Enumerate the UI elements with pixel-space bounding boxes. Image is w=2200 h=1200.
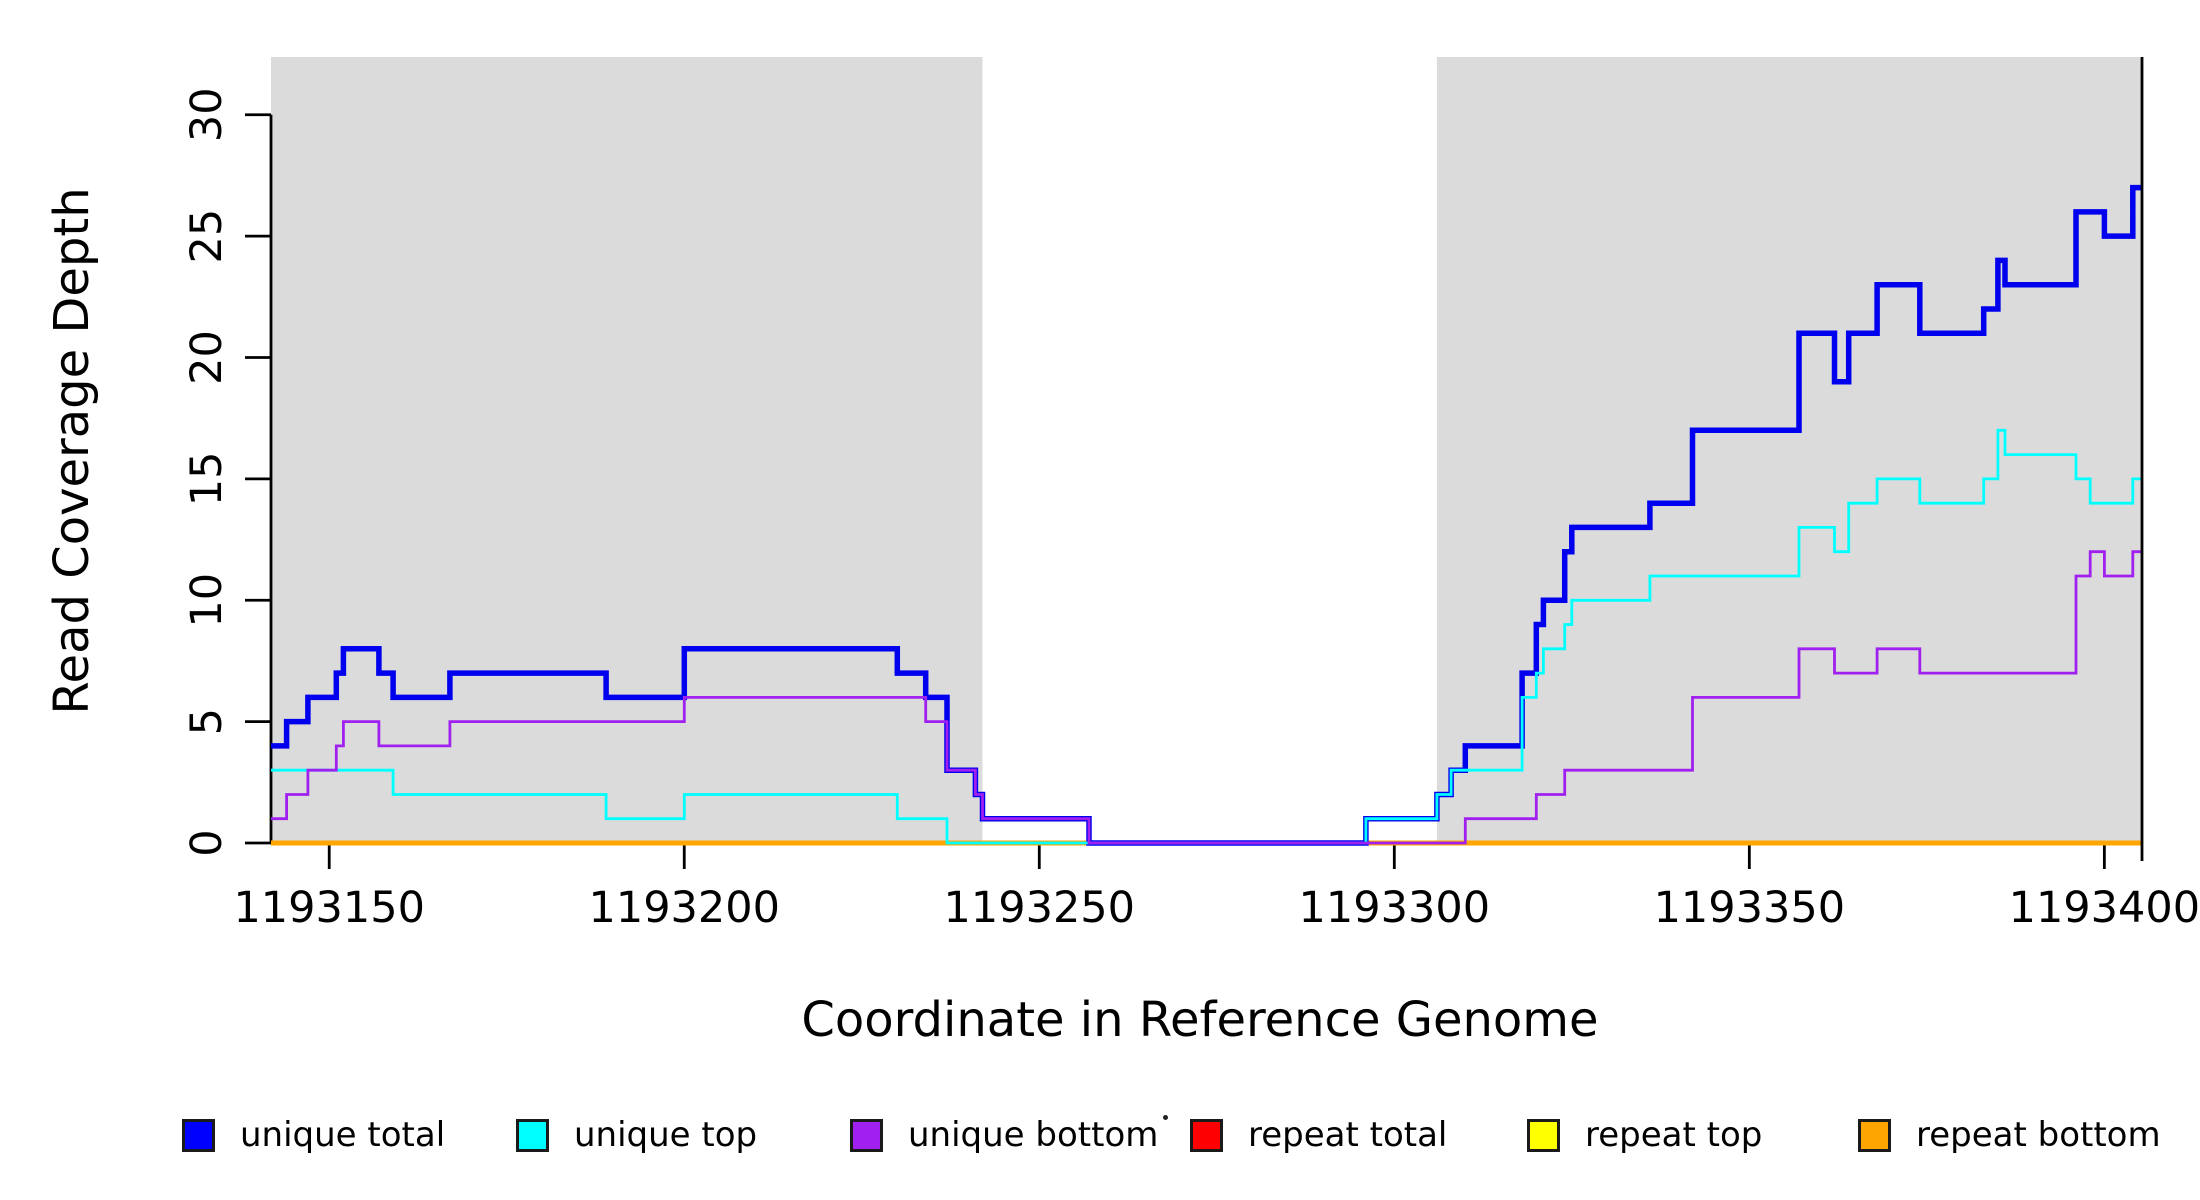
legend-swatch-repeat-top	[1527, 1118, 1560, 1152]
legend-label: unique bottom	[908, 1115, 1159, 1155]
legend-item-unique-total: unique total	[182, 1115, 445, 1155]
y-tick-label: 0	[182, 829, 232, 856]
legend-item-repeat-bottom: repeat bottom	[1858, 1115, 2161, 1155]
y-tick-label: 25	[182, 209, 232, 264]
y-axis-title: Read Coverage Depth	[44, 187, 100, 715]
x-tick-label: 1193350	[1654, 883, 1846, 933]
legend-label: repeat top	[1585, 1115, 1763, 1155]
x-tick-label: 1193300	[1299, 883, 1491, 933]
legend-label: repeat bottom	[1916, 1115, 2161, 1155]
legend-label: repeat total	[1248, 1115, 1448, 1155]
y-tick-label: 10	[182, 573, 232, 628]
highlight-region-1	[271, 57, 983, 843]
series-unique-bottom-line	[271, 550, 2142, 845]
y-tick-label: 5	[182, 708, 232, 735]
legend-swatch-unique-total	[182, 1118, 215, 1152]
legend-item-unique-top: unique top	[516, 1115, 757, 1155]
stray-mark-dot	[1163, 1115, 1168, 1120]
x-tick-label: 1193150	[233, 883, 425, 933]
series-unique-top-line	[271, 428, 2142, 845]
legend-item-unique-bottom: unique bottom	[850, 1115, 1158, 1155]
legend-item-repeat-total: repeat total	[1190, 1115, 1447, 1155]
x-axis-title: Coordinate in Reference Genome	[801, 992, 1599, 1048]
x-tick-label: 1193250	[944, 883, 1136, 933]
y-tick-label: 20	[182, 330, 232, 385]
highlight-region-2	[1436, 57, 2142, 843]
legend-swatch-unique-bottom	[850, 1118, 883, 1152]
legend-swatch-repeat-bottom	[1858, 1118, 1891, 1152]
legend-label: unique total	[240, 1115, 446, 1155]
y-tick-label: 15	[182, 452, 232, 507]
x-tick-label: 1193400	[2009, 883, 2200, 933]
series-unique-total-line	[271, 184, 2142, 846]
legend-swatch-unique-top	[516, 1118, 549, 1152]
y-tick-label: 30	[182, 87, 232, 142]
legend-swatch-repeat-total	[1190, 1118, 1223, 1152]
x-tick-label: 1193200	[588, 883, 780, 933]
legend-label: unique top	[574, 1115, 758, 1155]
legend-item-repeat-top: repeat top	[1527, 1115, 1762, 1155]
